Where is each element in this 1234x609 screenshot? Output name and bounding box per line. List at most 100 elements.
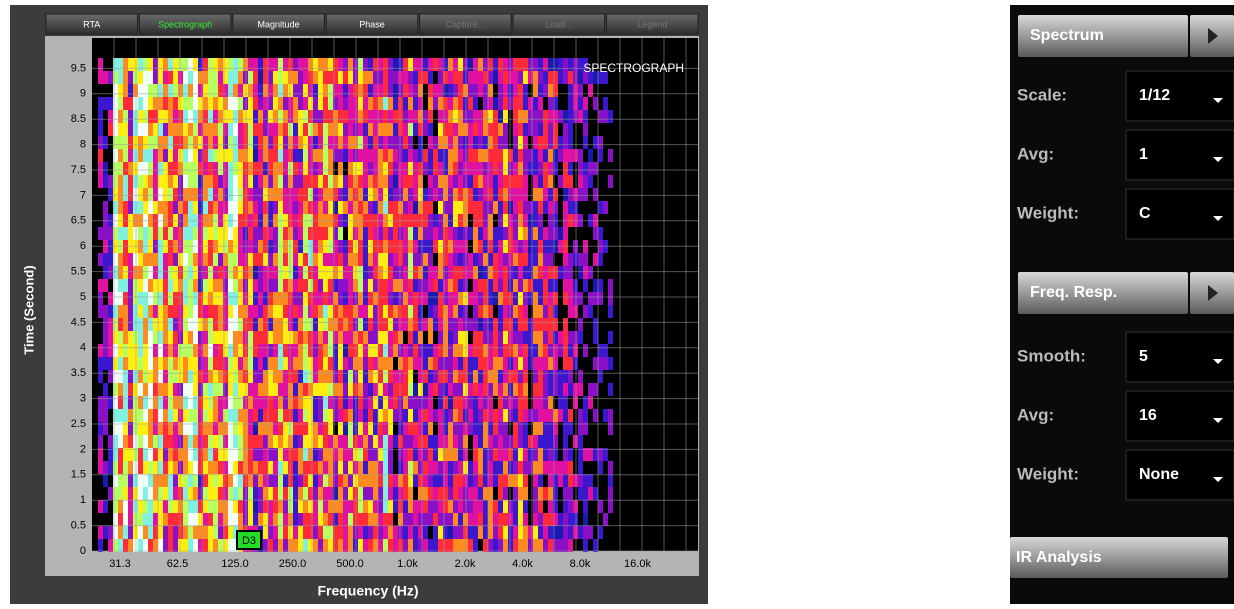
spectrogram-cell — [588, 487, 593, 500]
spectrogram-cell — [253, 344, 258, 357]
spectrogram-cell — [368, 110, 373, 123]
spectrogram-cell — [123, 201, 128, 214]
spectrogram-cell — [438, 175, 443, 188]
section-button-label[interactable]: IR Analysis — [1016, 549, 1102, 566]
spectrogram-cell — [378, 292, 383, 305]
spectrogram-cell — [203, 58, 208, 71]
spectrogram-cell — [203, 149, 208, 162]
spectrogram-cell — [448, 110, 453, 123]
spectrogram-cell — [303, 188, 308, 201]
spectrogram-cell — [153, 71, 158, 84]
spectrogram-cell — [548, 370, 553, 383]
spectrogram-cell — [473, 344, 478, 357]
spectrogram-cell — [338, 539, 343, 552]
spectrogram-cell — [448, 357, 453, 370]
spectrogram-cell — [478, 500, 483, 513]
spectrogram-cell — [408, 513, 413, 526]
tab-label[interactable]: Load... — [545, 19, 573, 29]
spectrogram-cell — [148, 84, 153, 97]
spectrogram-cell — [238, 370, 243, 383]
spectrogram-cell — [458, 448, 463, 461]
section-button-label[interactable]: Spectrum — [1030, 27, 1104, 44]
spectrogram-cell — [258, 513, 263, 526]
spectrogram-cell — [408, 123, 413, 136]
spectrogram-cell — [303, 97, 308, 110]
spectrogram-cell — [218, 201, 223, 214]
spectrogram-cell — [148, 123, 153, 136]
spectrogram-cell — [513, 201, 518, 214]
spectrogram-cell — [483, 474, 488, 487]
dropdown-value[interactable]: 1/12 — [1139, 87, 1170, 104]
spectrogram-cell — [108, 461, 113, 474]
spectrogram-cell — [493, 292, 498, 305]
spectrogram-cell — [598, 526, 603, 539]
spectrogram-cell — [503, 318, 508, 331]
spectrogram-cell — [283, 188, 288, 201]
spectrogram-cell — [138, 266, 143, 279]
spectrogram-cell — [238, 409, 243, 422]
spectrogram-cell — [233, 149, 238, 162]
spectrogram-cell — [473, 474, 478, 487]
spectrogram-cell — [118, 474, 123, 487]
spectrogram-cell — [358, 409, 363, 422]
spectrogram-cell — [233, 513, 238, 526]
tab-label[interactable]: Magnitude — [258, 19, 300, 29]
spectrogram-cell — [448, 513, 453, 526]
spectrogram-cell — [433, 513, 438, 526]
spectrogram-cell — [413, 344, 418, 357]
spectrogram-cell — [358, 357, 363, 370]
spectrogram-cell — [273, 305, 278, 318]
y-tick-label: 1.5 — [71, 469, 86, 481]
spectrogram-cell — [458, 292, 463, 305]
spectrogram-cell — [138, 396, 143, 409]
spectrogram-cell — [378, 435, 383, 448]
spectrogram-cell — [588, 84, 593, 97]
spectrogram-cell — [493, 318, 498, 331]
spectrogram-cell — [488, 175, 493, 188]
spectrogram-cell — [423, 58, 428, 71]
spectrogram-cell — [488, 201, 493, 214]
spectrogram-cell — [448, 344, 453, 357]
dropdown-value[interactable]: 16 — [1139, 407, 1157, 424]
spectrogram-cell — [578, 71, 583, 84]
spectrogram-cell — [538, 110, 543, 123]
spectrogram-cell — [603, 513, 608, 526]
dropdown-value[interactable]: C — [1139, 205, 1151, 222]
tab-label[interactable]: RTA — [83, 19, 100, 29]
dropdown-value[interactable]: 5 — [1139, 348, 1148, 365]
section-button-label[interactable]: Freq. Resp. — [1030, 284, 1117, 301]
spectrogram-cell — [428, 461, 433, 474]
spectrogram-cell — [498, 448, 503, 461]
tab-label[interactable]: Phase — [359, 19, 385, 29]
tab-label[interactable]: Capture... — [446, 19, 486, 29]
spectrogram-cell — [203, 71, 208, 84]
spectrogram-cell — [608, 305, 613, 318]
spectrogram-cell — [433, 292, 438, 305]
spectrogram-cell — [383, 149, 388, 162]
spectrogram-cell — [598, 344, 603, 357]
spectrogram-cell — [283, 71, 288, 84]
spectrogram-cell — [318, 201, 323, 214]
spectrogram-cell — [153, 513, 158, 526]
spectrogram-cell — [503, 253, 508, 266]
spectrogram-cell — [303, 149, 308, 162]
spectrogram-cell — [233, 58, 238, 71]
spectrogram-cell — [498, 266, 503, 279]
spectrogram-cell — [213, 266, 218, 279]
dropdown-value[interactable]: 1 — [1139, 146, 1148, 163]
spectrogram-cell — [128, 357, 133, 370]
spectrogram-cell — [118, 435, 123, 448]
tab-label[interactable]: Spectrograph — [158, 19, 212, 29]
tab-label[interactable]: Legend — [637, 19, 667, 29]
spectrogram-cell — [98, 175, 103, 188]
spectrogram-cell — [548, 58, 553, 71]
spectrogram-cell — [268, 409, 273, 422]
spectrogram-cell — [108, 448, 113, 461]
spectrogram-cell — [268, 305, 273, 318]
spectrogram-cell — [298, 84, 303, 97]
marker-label[interactable]: D3 — [242, 535, 256, 547]
dropdown-value[interactable]: None — [1139, 466, 1179, 483]
spectrogram-cell — [263, 539, 268, 552]
spectrogram-cell — [548, 149, 553, 162]
spectrogram-cell — [538, 318, 543, 331]
